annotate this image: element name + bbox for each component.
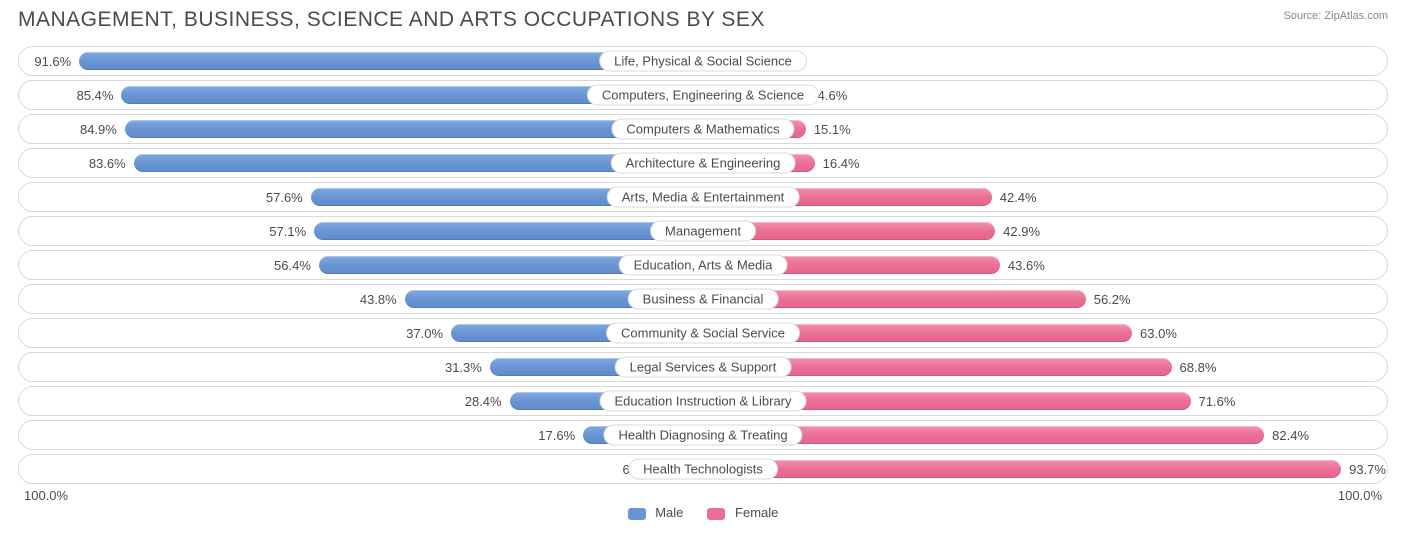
chart-row: 91.6%8.4%Life, Physical & Social Science	[18, 46, 1388, 76]
male-value: 43.8%	[360, 292, 397, 307]
category-label: Health Technologists	[628, 459, 778, 480]
category-label: Architecture & Engineering	[611, 153, 796, 174]
legend-female-label: Female	[735, 505, 778, 520]
female-value: 56.2%	[1094, 292, 1131, 307]
female-swatch-icon	[707, 508, 725, 520]
chart-row: 85.4%14.6%Computers, Engineering & Scien…	[18, 80, 1388, 110]
male-swatch-icon	[628, 508, 646, 520]
category-label: Business & Financial	[628, 289, 779, 310]
legend-item-male: Male	[628, 505, 684, 520]
chart-row: 17.6% 82.4% Health Diagnosing & Treating	[18, 420, 1388, 450]
male-value: 37.0%	[406, 326, 443, 341]
category-label: Life, Physical & Social Science	[599, 51, 807, 72]
legend: Male Female	[18, 505, 1388, 520]
male-value: 91.6%	[34, 54, 71, 69]
male-value: 17.6%	[538, 428, 575, 443]
category-label: Education, Arts & Media	[619, 255, 788, 276]
chart-row: 6.3%93.7%Health Technologists	[18, 454, 1388, 484]
chart-row: 37.0% 63.0% Community & Social Service	[18, 318, 1388, 348]
chart-title: MANAGEMENT, BUSINESS, SCIENCE AND ARTS O…	[18, 8, 765, 32]
female-value: 71.6%	[1199, 394, 1236, 409]
chart-row: 31.3% 68.8% Legal Services & Support	[18, 352, 1388, 382]
chart-area: 91.6%8.4%Life, Physical & Social Science…	[18, 46, 1388, 484]
category-label: Computers, Engineering & Science	[587, 85, 819, 106]
male-value: 57.1%	[269, 224, 306, 239]
female-value: 16.4%	[823, 156, 860, 171]
chart-source: Source: ZipAtlas.com	[1283, 10, 1388, 22]
legend-male-label: Male	[655, 505, 683, 520]
female-value: 42.9%	[1003, 224, 1040, 239]
male-value: 85.4%	[77, 88, 114, 103]
male-bar	[314, 222, 703, 240]
chart-row: 83.6% 16.4% Architecture & Engineering	[18, 148, 1388, 178]
category-label: Education Instruction & Library	[599, 391, 806, 412]
female-value: 43.6%	[1008, 258, 1045, 273]
male-value: 84.9%	[80, 122, 117, 137]
category-label: Legal Services & Support	[615, 357, 792, 378]
category-label: Arts, Media & Entertainment	[607, 187, 800, 208]
male-value: 56.4%	[274, 258, 311, 273]
male-value: 83.6%	[89, 156, 126, 171]
female-value: 93.7%	[1349, 462, 1386, 477]
female-bar	[703, 460, 1341, 478]
chart-row: 28.4% 71.6% Education Instruction & Librar…	[18, 386, 1388, 416]
female-value: 68.8%	[1180, 360, 1217, 375]
source-label: Source:	[1283, 10, 1321, 22]
male-value: 57.6%	[266, 190, 303, 205]
category-label: Management	[650, 221, 756, 242]
female-value: 15.1%	[814, 122, 851, 137]
legend-item-female: Female	[707, 505, 778, 520]
category-label: Community & Social Service	[606, 323, 800, 344]
female-value: 63.0%	[1140, 326, 1177, 341]
x-axis: 100.0% 100.0%	[18, 488, 1388, 503]
axis-right-label: 100.0%	[1338, 488, 1382, 503]
chart-row: 57.6% 42.4% Arts, Media & Entertainment	[18, 182, 1388, 212]
female-value: 42.4%	[1000, 190, 1037, 205]
source-value: ZipAtlas.com	[1324, 10, 1388, 22]
male-value: 31.3%	[445, 360, 482, 375]
chart-row: 84.9% 15.1% Computers & Mathematics	[18, 114, 1388, 144]
category-label: Health Diagnosing & Treating	[603, 425, 802, 446]
chart-row: 43.8% 56.2% Business & Financial	[18, 284, 1388, 314]
male-value: 28.4%	[465, 394, 502, 409]
chart-row: 56.4% 43.6% Education, Arts & Media	[18, 250, 1388, 280]
chart-row: 57.1% 42.9% Management	[18, 216, 1388, 246]
chart-header: MANAGEMENT, BUSINESS, SCIENCE AND ARTS O…	[18, 8, 1388, 32]
female-value: 82.4%	[1272, 428, 1309, 443]
category-label: Computers & Mathematics	[611, 119, 794, 140]
axis-left-label: 100.0%	[24, 488, 68, 503]
